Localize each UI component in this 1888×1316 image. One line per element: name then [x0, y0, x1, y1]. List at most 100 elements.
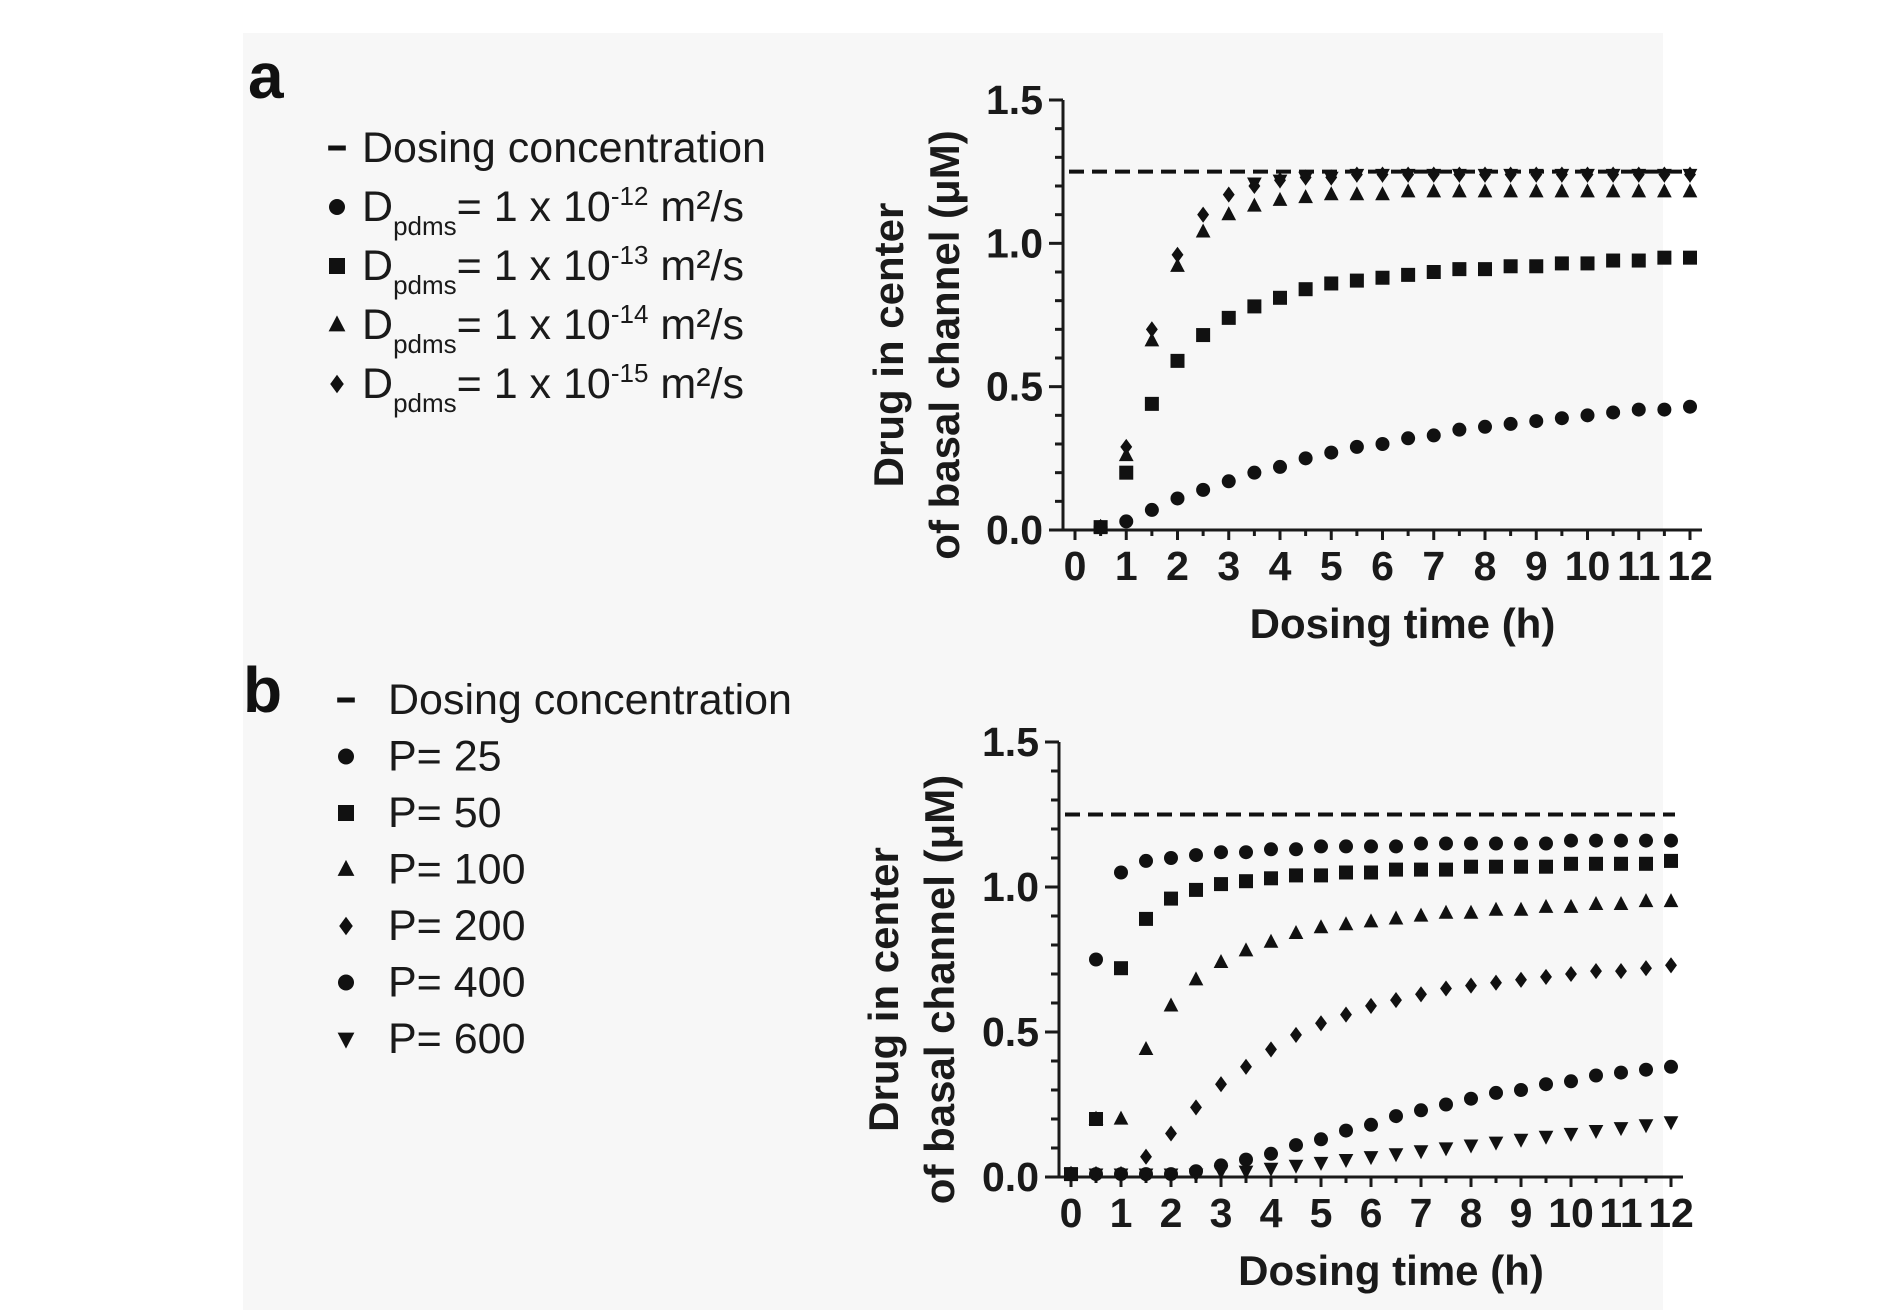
legend-label: P= 100	[388, 846, 525, 894]
x-tick-label: 6	[1360, 1190, 1383, 1236]
data-point-circle	[1264, 1146, 1278, 1161]
data-point-square	[1589, 856, 1603, 871]
legend-label: P= 400	[388, 959, 525, 1007]
data-point-circle	[1439, 1097, 1453, 1112]
data-point-circle	[1426, 428, 1441, 443]
data-point-square	[1639, 856, 1653, 871]
data-point-invtriangle	[1247, 177, 1262, 192]
data-point-square	[1239, 874, 1253, 889]
data-point-square	[1554, 256, 1569, 271]
data-point-triangle	[1144, 332, 1160, 347]
legend-marker-dash	[337, 697, 355, 703]
data-point-invtriangle	[1298, 171, 1313, 186]
data-point-square	[1564, 856, 1578, 871]
data-point-circle	[1324, 445, 1339, 460]
data-point-invtriangle	[1163, 1168, 1179, 1183]
y-tick-label: 0.5	[986, 364, 1043, 410]
legend-label: Dpdms= 1 x 10-13 m²/s	[362, 240, 744, 300]
data-point-triangle	[1188, 971, 1204, 986]
data-point-circle	[1664, 833, 1678, 848]
data-point-circle	[1196, 482, 1211, 497]
data-point-square	[1289, 868, 1303, 883]
x-tick-label: 2	[1166, 543, 1189, 589]
data-point-square	[1580, 256, 1595, 271]
data-point-circle	[1606, 405, 1621, 420]
data-point-circle	[1564, 1074, 1578, 1089]
data-point-triangle	[1221, 206, 1237, 221]
data-point-circle	[1389, 839, 1403, 854]
legend-label: Dpdms= 1 x 10-15 m²/s	[362, 358, 744, 418]
data-point-square	[1314, 868, 1328, 883]
data-point-square	[1503, 259, 1518, 274]
data-point-circle	[1139, 853, 1153, 868]
data-point-square	[1364, 865, 1378, 880]
data-point-triangle	[1272, 191, 1288, 206]
data-point-circle	[1289, 842, 1303, 857]
x-tick-label: 3	[1210, 1190, 1233, 1236]
data-point-circle	[1554, 411, 1569, 426]
data-point-triangle	[1563, 898, 1579, 913]
legend-marker-diamond	[330, 374, 344, 394]
data-point-invtriangle	[1638, 1119, 1654, 1134]
data-point-square	[1489, 859, 1503, 874]
data-point-diamond	[1565, 965, 1577, 983]
data-point-triangle	[1413, 907, 1429, 922]
data-point-triangle	[1663, 893, 1679, 908]
data-point-triangle	[1313, 919, 1329, 934]
legend-marker-circle	[338, 974, 354, 991]
data-point-square	[1196, 328, 1211, 343]
data-point-triangle	[1580, 183, 1595, 198]
data-point-square	[1339, 865, 1353, 880]
data-point-invtriangle	[1588, 1125, 1604, 1139]
data-point-diamond	[1265, 1041, 1277, 1058]
data-point-triangle	[1349, 186, 1365, 201]
data-point-square	[1214, 877, 1228, 892]
data-point-triangle	[1503, 183, 1518, 198]
data-point-circle	[1119, 514, 1134, 529]
data-point-square	[1164, 891, 1178, 906]
data-point-triangle	[1113, 1110, 1129, 1125]
legend-label: P= 25	[388, 733, 502, 781]
data-point-diamond	[1540, 968, 1552, 985]
data-point-diamond	[1315, 1015, 1327, 1032]
data-point-triangle	[1138, 1041, 1154, 1055]
data-point-diamond	[1215, 1076, 1227, 1093]
legend-marker-square	[329, 258, 345, 274]
legend-marker-triangle	[337, 859, 355, 876]
data-point-invtriangle	[1323, 171, 1339, 186]
x-tick-label: 12	[1667, 543, 1713, 589]
data-point-circle	[1375, 437, 1390, 451]
data-point-circle	[1452, 422, 1467, 437]
data-point-diamond	[1165, 1125, 1177, 1142]
data-point-circle	[1639, 1062, 1653, 1077]
data-point-circle	[1170, 491, 1185, 506]
x-tick-label: 11	[1599, 1190, 1642, 1236]
y-axis-title-line1: Drug in center	[860, 847, 907, 1132]
data-point-square	[1189, 882, 1203, 897]
data-point-invtriangle	[1263, 1162, 1279, 1177]
data-point-invtriangle	[1113, 1168, 1129, 1183]
data-point-diamond	[1590, 963, 1602, 980]
legend-label: Dosing concentration	[362, 124, 766, 172]
data-point-invtriangle	[1452, 168, 1467, 183]
data-point-circle	[1539, 836, 1553, 851]
data-point-invtriangle	[1605, 168, 1621, 183]
data-point-triangle	[1682, 183, 1698, 198]
data-point-invtriangle	[1631, 168, 1647, 183]
data-point-square	[1439, 862, 1453, 877]
data-point-square	[1389, 862, 1403, 877]
data-point-circle	[1114, 865, 1128, 880]
data-point-triangle	[1238, 942, 1254, 957]
data-point-square	[1247, 299, 1262, 314]
data-point-diamond	[1390, 992, 1402, 1009]
data-point-diamond	[1120, 438, 1133, 455]
data-point-diamond	[1240, 1058, 1252, 1075]
data-point-square	[1114, 961, 1128, 976]
x-tick-label: 4	[1260, 1190, 1283, 1236]
data-point-invtriangle	[1426, 168, 1442, 183]
data-point-circle	[1189, 848, 1203, 863]
data-point-triangle	[1554, 183, 1570, 198]
data-point-square	[1414, 862, 1428, 877]
